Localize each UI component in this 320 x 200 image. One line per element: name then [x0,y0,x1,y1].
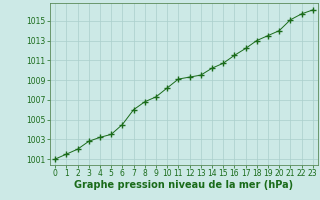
X-axis label: Graphe pression niveau de la mer (hPa): Graphe pression niveau de la mer (hPa) [75,180,293,190]
